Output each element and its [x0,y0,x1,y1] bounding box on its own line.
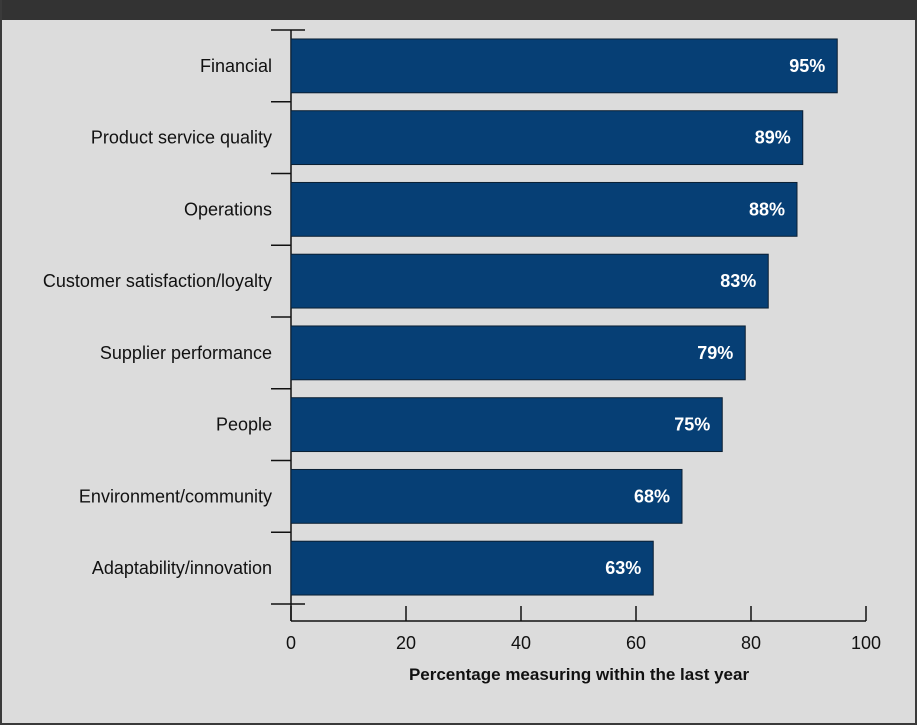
data-label-5: 75% [674,415,710,435]
x-tick-label-0: 0 [286,633,296,653]
category-label-1: Product service quality [91,128,272,148]
bar-3 [290,253,769,309]
data-label-0: 95% [789,56,825,76]
bar-2 [290,181,798,237]
data-label-6: 68% [634,486,670,506]
data-label-7: 63% [605,558,641,578]
x-ticks: 0 20 40 60 80 100 [286,606,881,653]
x-tick-label-5: 100 [851,633,881,653]
bar-4 [290,325,746,381]
x-axis-title: Percentage measuring within the last yea… [409,665,750,684]
bar-6 [290,468,683,524]
data-label-1: 89% [755,128,791,148]
category-label-6: Environment/community [79,486,272,506]
category-label-2: Operations [184,199,272,219]
x-tick-label-4: 80 [741,633,761,653]
x-tick-label-1: 20 [396,633,416,653]
category-label-7: Adaptability/innovation [92,558,272,578]
data-label-3: 83% [720,271,756,291]
x-tick-label-3: 60 [626,633,646,653]
data-label-2: 88% [749,199,785,219]
category-label-0: Financial [200,56,272,76]
bar-0 [290,38,838,94]
data-label-4: 79% [697,343,733,363]
category-labels: Financial Product service quality Operatio… [43,56,272,578]
bar-1 [290,110,804,166]
bar-7 [290,540,654,596]
category-label-4: Supplier performance [100,343,272,363]
category-label-5: People [216,415,272,435]
category-label-3: Customer satisfaction/loyalty [43,271,272,291]
x-tick-label-2: 40 [511,633,531,653]
bar-5 [290,397,723,453]
header-band [2,0,917,20]
bars: 95% 89% 88% 83% 79% 75% 68% 63% [290,38,838,596]
